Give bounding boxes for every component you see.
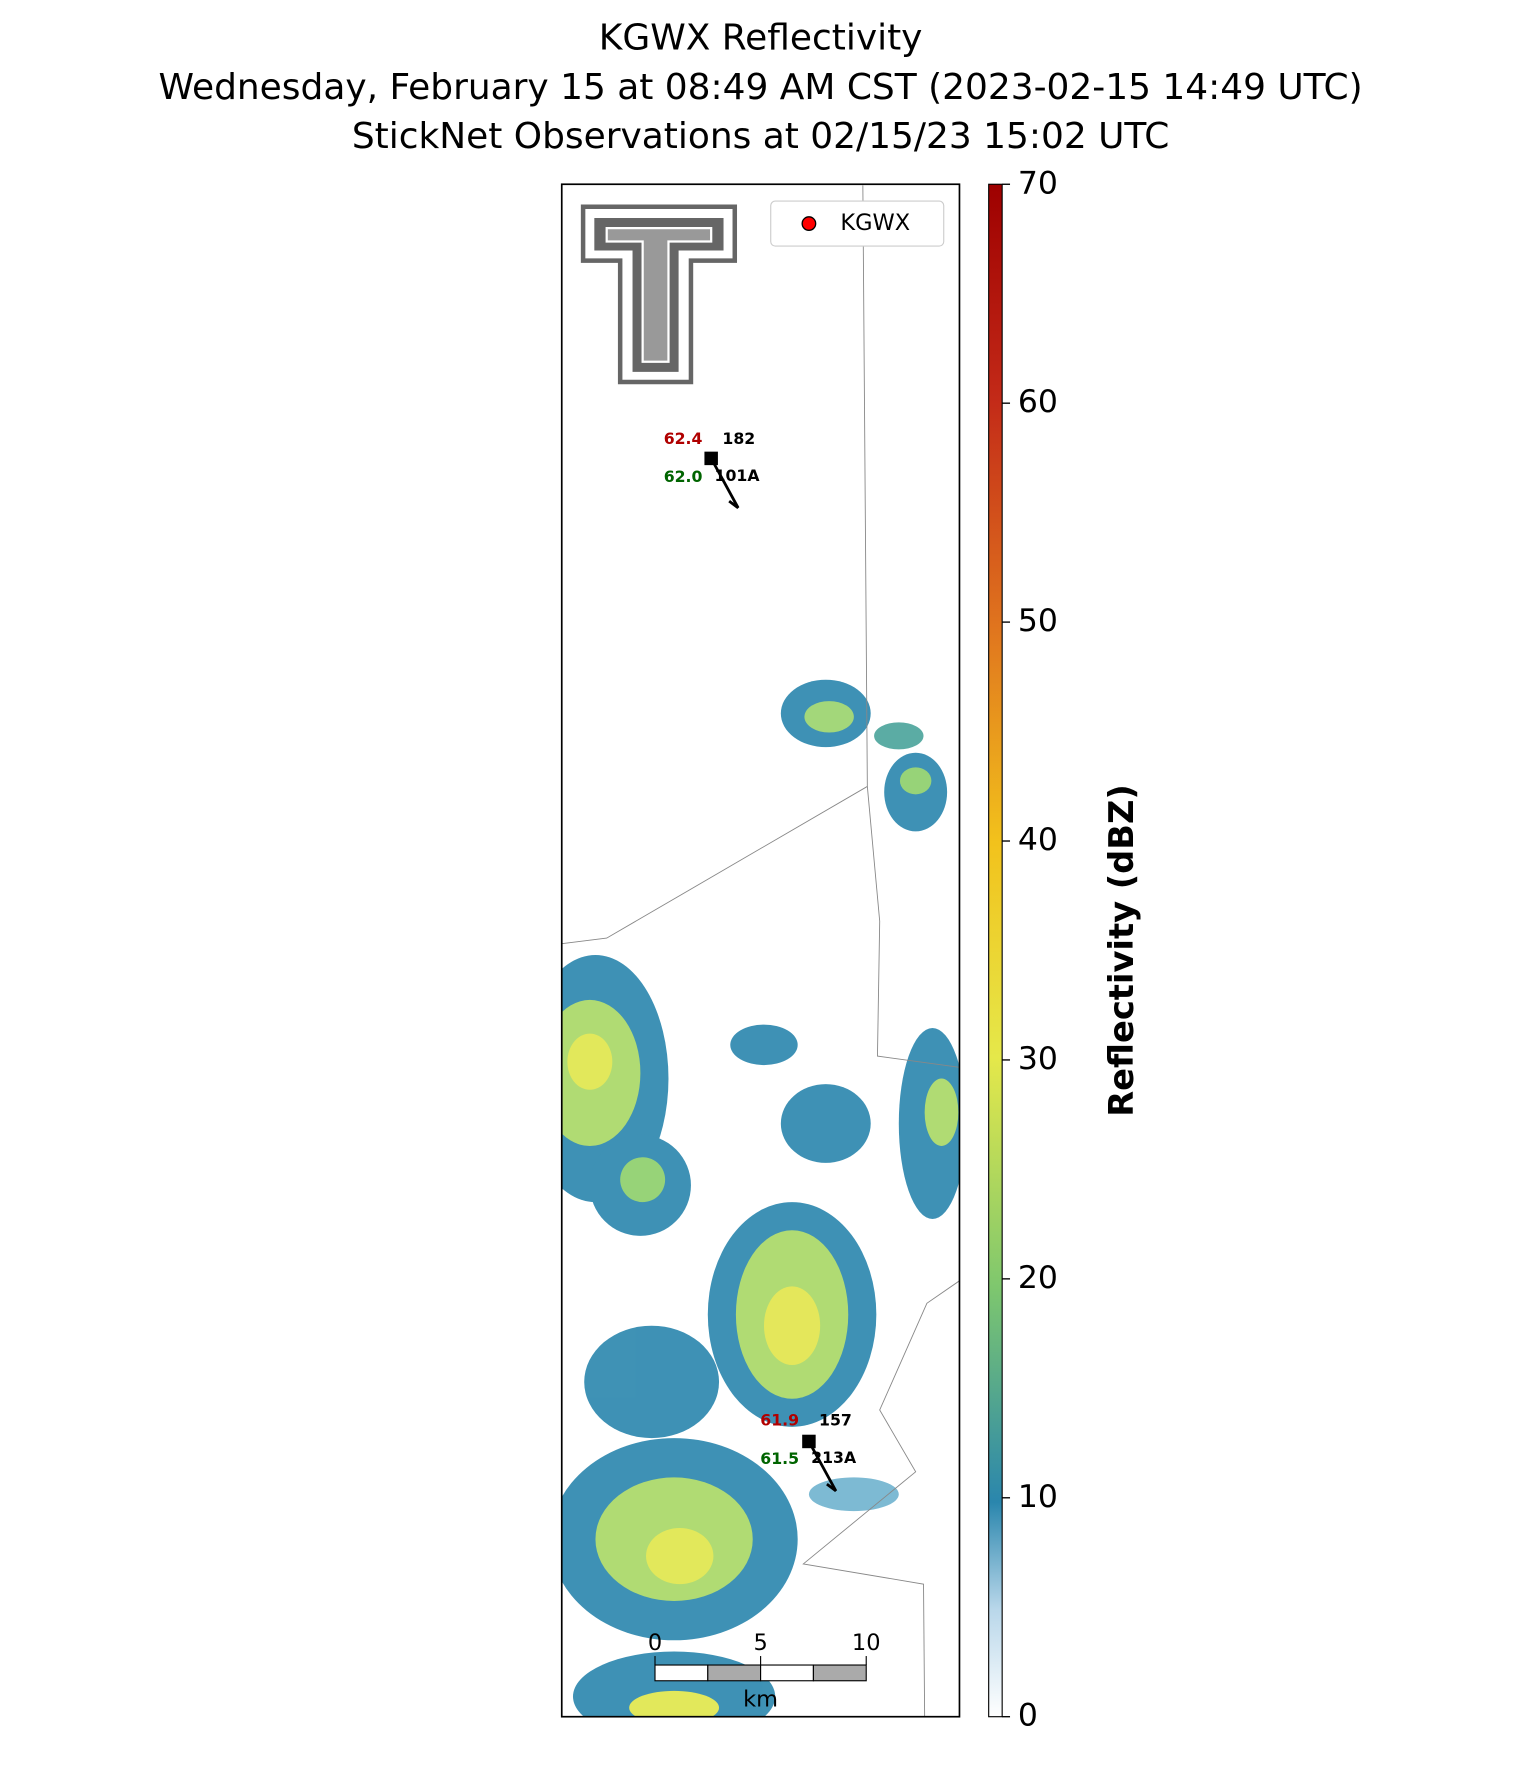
colorbar-tick-label: 20 [1018, 1260, 1058, 1296]
station-plot: 62.4 62.0 182 101A [664, 429, 761, 509]
station-id: 213A [811, 1448, 857, 1467]
figure: KGWX Reflectivity Wednesday, February 15… [159, 17, 1363, 1734]
colorbar-tick-label: 70 [1018, 165, 1058, 201]
colorbar-tick-label: 10 [1018, 1479, 1058, 1515]
legend-label: KGWX [840, 210, 910, 236]
colorbar [988, 183, 1003, 1718]
scale-bar: km 0 5 10 [648, 1630, 881, 1712]
dewpoint: 62.0 [664, 467, 703, 486]
subtitle: StickNet Observations at 02/15/23 15:02 … [352, 116, 1170, 157]
legend-marker [801, 216, 817, 231]
legend: KGWX [770, 200, 945, 247]
logo [580, 204, 738, 385]
scale-unit: km [743, 1686, 778, 1712]
scale-segment [707, 1664, 762, 1682]
scale-tick-label: 5 [753, 1630, 767, 1656]
scale-segment [812, 1664, 867, 1682]
station-value: 157 [819, 1411, 852, 1430]
temperature: 61.9 [760, 1411, 799, 1430]
temperature: 62.4 [664, 429, 703, 448]
scale-tick-label: 10 [852, 1630, 881, 1656]
station-id: 101A [715, 466, 761, 485]
subtitle: Wednesday, February 15 at 08:49 AM CST (… [159, 67, 1363, 108]
colorbar-tick-label: 30 [1018, 1041, 1058, 1077]
colorbar-tick-label: 0 [1018, 1698, 1038, 1734]
map-frame [560, 183, 961, 1718]
colorbar-tick-label: 60 [1018, 384, 1058, 420]
colorbar-label: Reflectivity (dBZ) [1102, 784, 1141, 1117]
station-value: 182 [722, 429, 755, 448]
scale-segment [760, 1664, 814, 1682]
colorbar-tick-label: 40 [1018, 822, 1058, 858]
title: KGWX Reflectivity [599, 17, 923, 58]
scale-tick-label: 0 [648, 1630, 662, 1656]
station-plot: 61.9 61.5 157 213A [760, 1411, 857, 1493]
colorbar-tick-label: 50 [1018, 603, 1058, 639]
radar-echoes [561, 185, 960, 1717]
dewpoint: 61.5 [760, 1449, 799, 1468]
scale-segment [654, 1664, 709, 1682]
